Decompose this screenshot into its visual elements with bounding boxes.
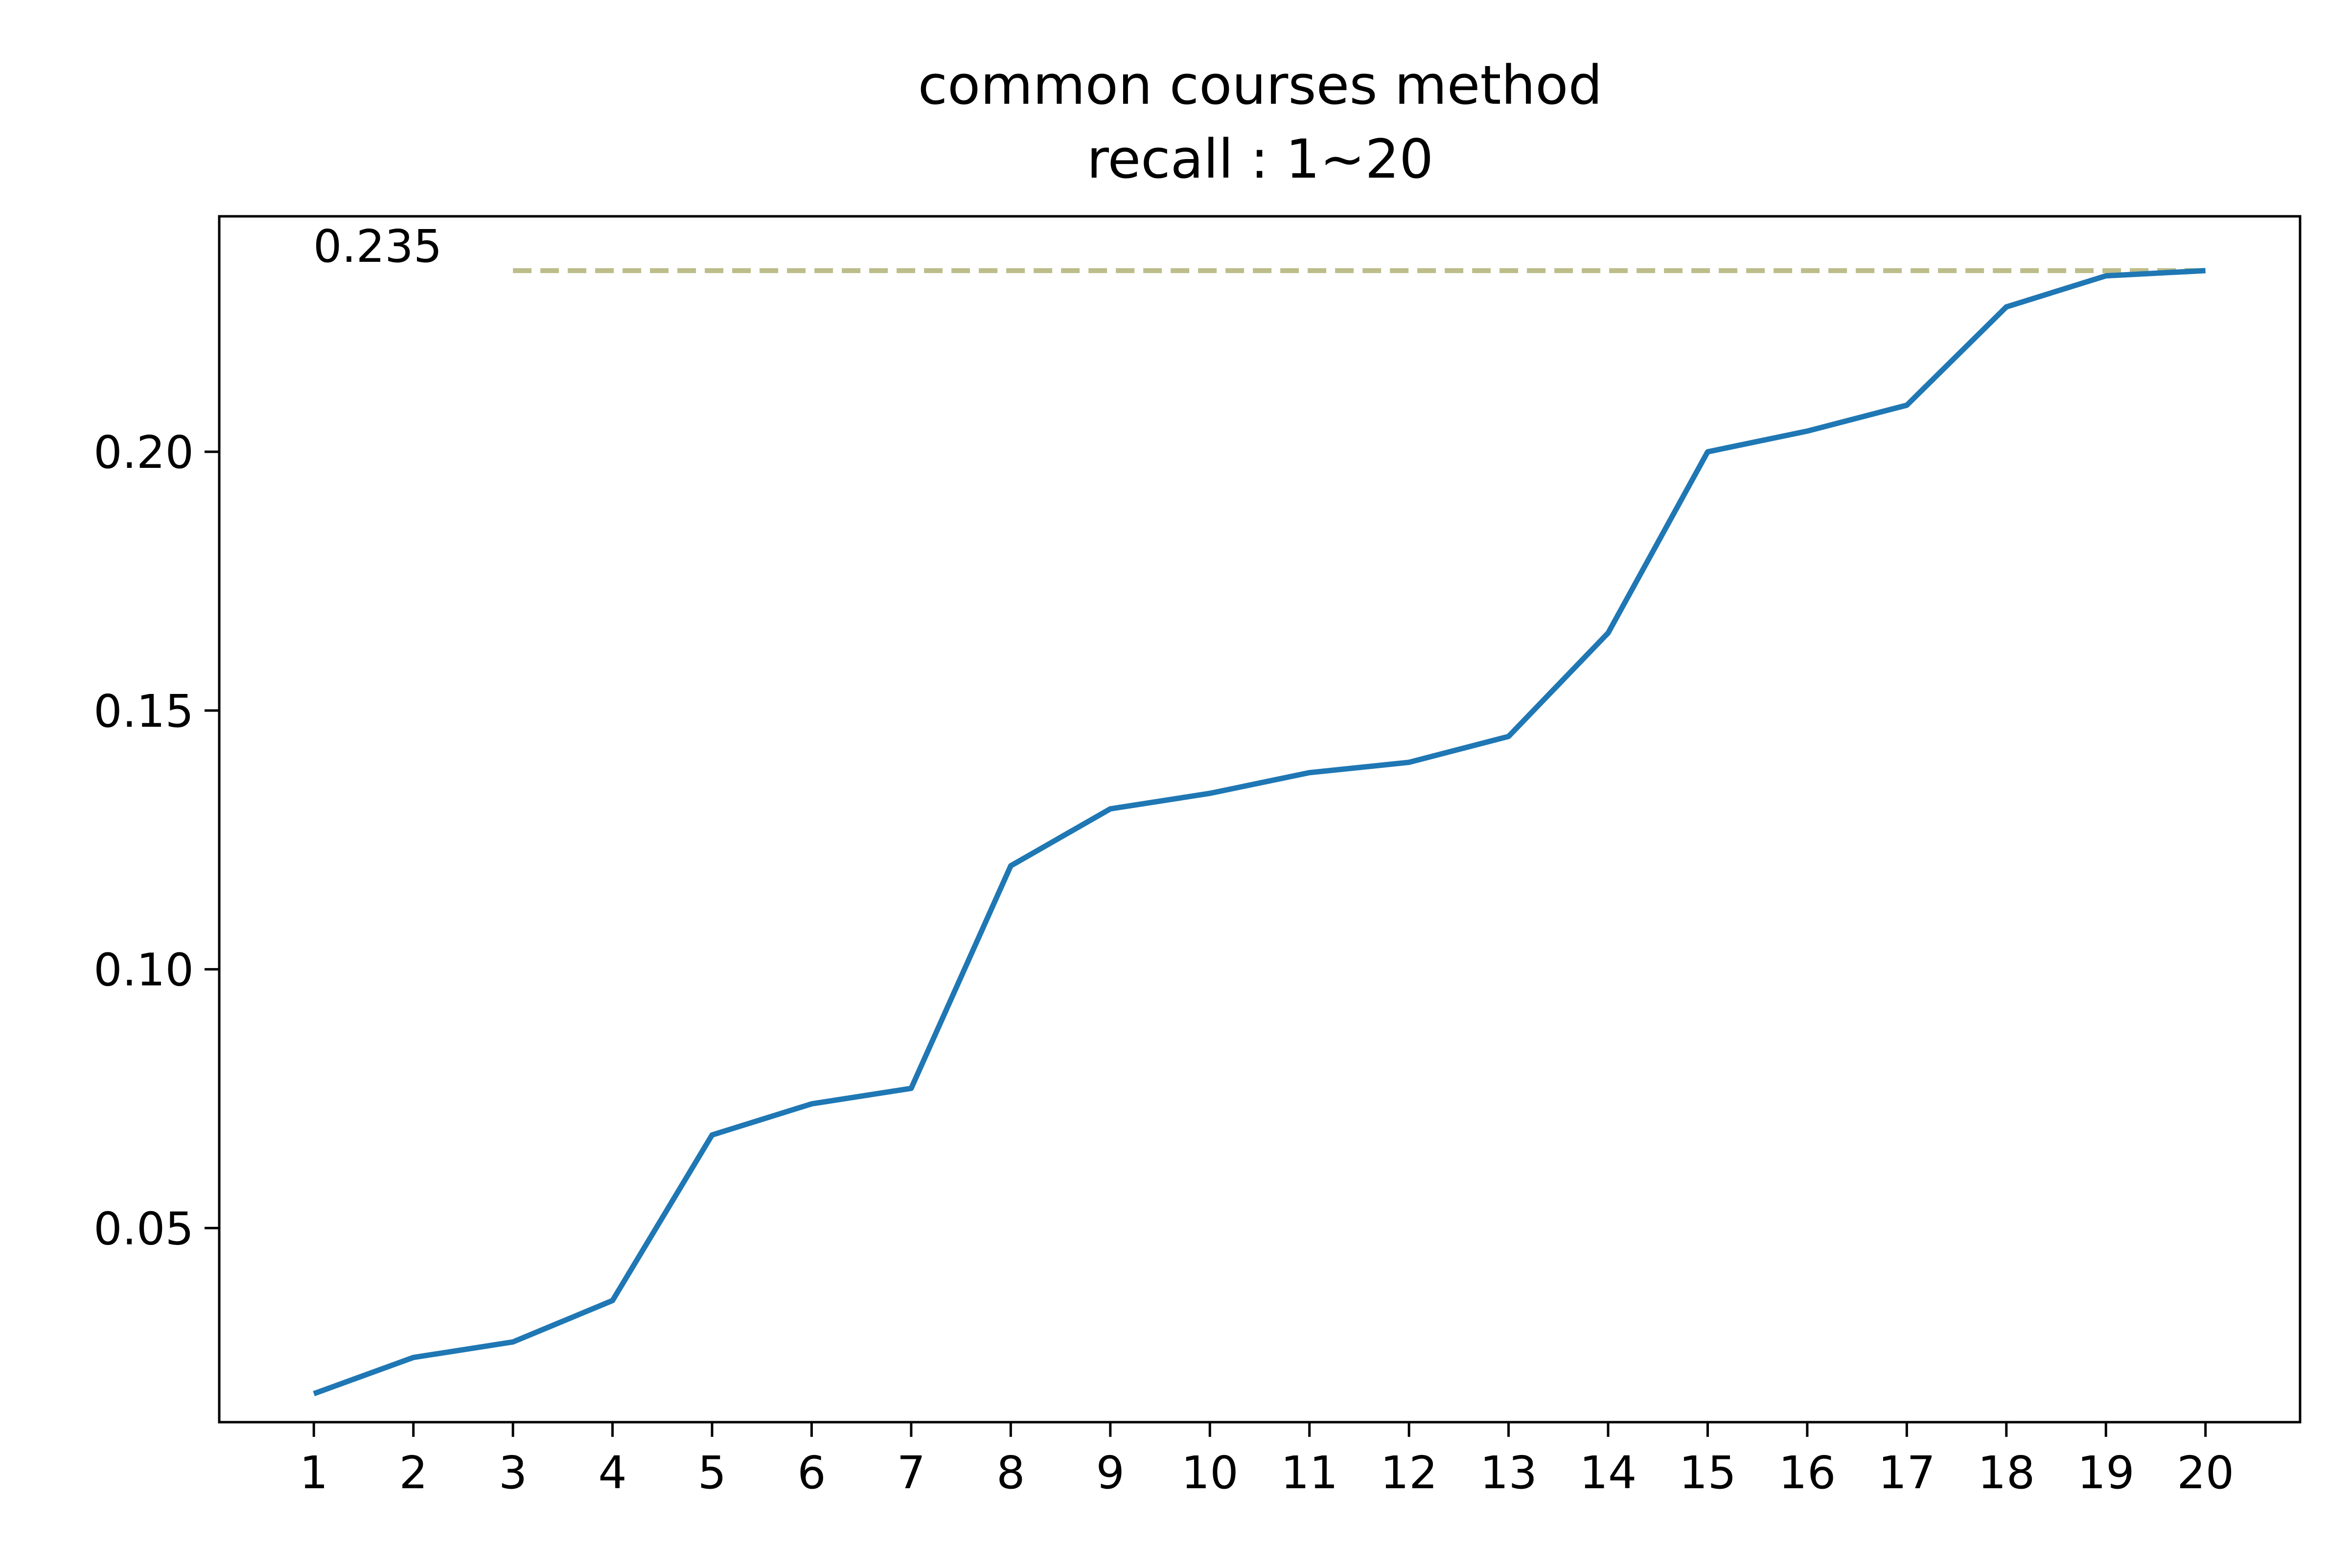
x-tick-label: 17 bbox=[1878, 1447, 1935, 1499]
chart-title: common courses method bbox=[918, 54, 1603, 116]
x-tick-label: 4 bbox=[598, 1447, 627, 1499]
y-tick-label: 0.20 bbox=[93, 426, 194, 479]
x-tick-label: 5 bbox=[698, 1447, 727, 1499]
x-tick-label: 7 bbox=[897, 1447, 926, 1499]
x-tick-label: 9 bbox=[1096, 1447, 1125, 1499]
plot-frame bbox=[218, 215, 2302, 1424]
x-tick-label: 13 bbox=[1480, 1447, 1537, 1499]
x-tick-label: 15 bbox=[1679, 1447, 1736, 1499]
series-line-1 bbox=[313, 268, 2206, 1396]
axes-group: 1 2 3 4 5 6 7 8 9 10 11 12 13 14 15 16 17 18 19 200.050.100… bbox=[93, 215, 2302, 1499]
x-tick-label: 2 bbox=[399, 1447, 428, 1499]
y-tick-label: 0.10 bbox=[93, 944, 194, 996]
x-tick-label: 12 bbox=[1381, 1447, 1438, 1499]
reference-line-label: 0.235 bbox=[313, 220, 442, 273]
chart-subtitle: recall : 1~20 bbox=[1087, 128, 1434, 190]
x-tick-label: 19 bbox=[2077, 1447, 2135, 1499]
x-tick-label: 11 bbox=[1281, 1447, 1338, 1499]
reference-line-group: 0.235 bbox=[313, 220, 2206, 274]
x-tick-label: 20 bbox=[2177, 1447, 2234, 1499]
x-tick-label: 8 bbox=[996, 1447, 1025, 1499]
x-tick-label: 3 bbox=[499, 1447, 528, 1499]
series-group bbox=[313, 268, 2206, 1396]
y-tick-label: 0.15 bbox=[93, 685, 194, 738]
x-tick-label: 6 bbox=[797, 1447, 826, 1499]
x-tick-label: 18 bbox=[1978, 1447, 2035, 1499]
y-tick-label: 0.05 bbox=[93, 1202, 194, 1255]
x-tick-label: 16 bbox=[1778, 1447, 1836, 1499]
x-tick-label: 10 bbox=[1181, 1447, 1239, 1499]
x-tick-label: 14 bbox=[1580, 1447, 1637, 1499]
x-tick-label: 1 bbox=[299, 1447, 328, 1499]
